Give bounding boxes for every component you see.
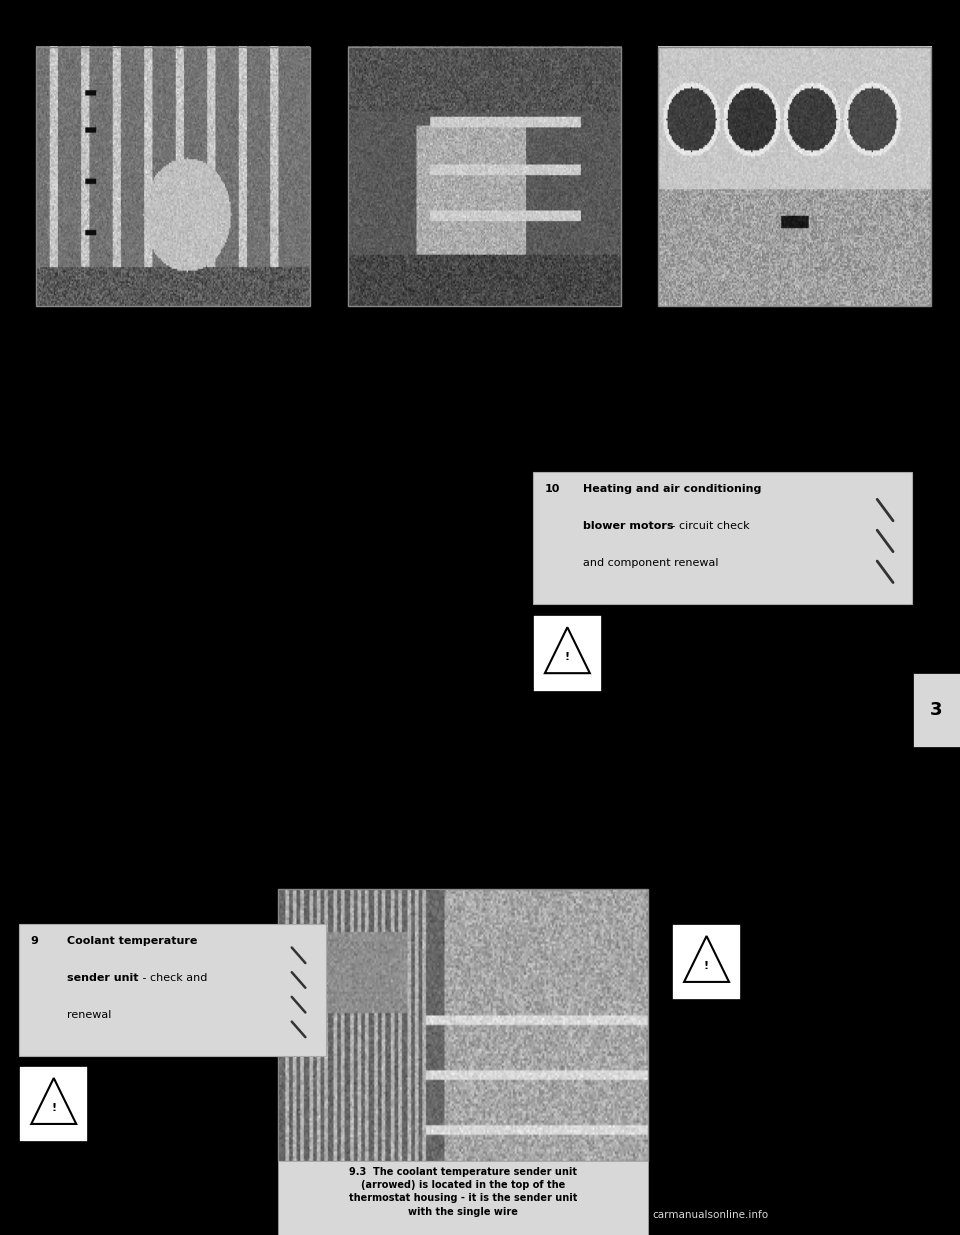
Bar [672,924,741,1000]
Text: blower motors: blower motors [583,521,673,531]
Bar [658,47,931,306]
Text: carmanualsonline.info: carmanualsonline.info [653,1210,769,1220]
Polygon shape [545,627,589,673]
Polygon shape [684,936,729,982]
Text: !: ! [51,1103,57,1113]
Text: !: ! [704,961,709,971]
Bar [533,472,912,604]
Text: 9: 9 [31,936,38,946]
Text: sender unit: sender unit [67,973,138,983]
Polygon shape [32,1078,76,1124]
Text: Heating and air conditioning: Heating and air conditioning [583,484,761,494]
Bar [278,889,648,1161]
Text: 10: 10 [544,484,560,494]
Bar [278,1161,648,1235]
Text: Coolant temperature: Coolant temperature [67,936,198,946]
Bar [19,1066,88,1142]
Text: 9.3  The coolant temperature sender unit
(arrowed) is located in the top of the
: 9.3 The coolant temperature sender unit … [349,1167,577,1216]
Text: - circuit check: - circuit check [667,521,749,531]
Text: and component renewal: and component renewal [583,558,718,568]
Text: 3: 3 [930,701,943,719]
Bar [36,47,310,306]
Text: renewal: renewal [67,1010,111,1020]
Bar [348,47,621,306]
Text: - check and: - check and [139,973,207,983]
Text: !: ! [564,652,570,662]
Bar [19,924,326,1056]
Bar [533,615,602,692]
Bar [913,673,960,747]
